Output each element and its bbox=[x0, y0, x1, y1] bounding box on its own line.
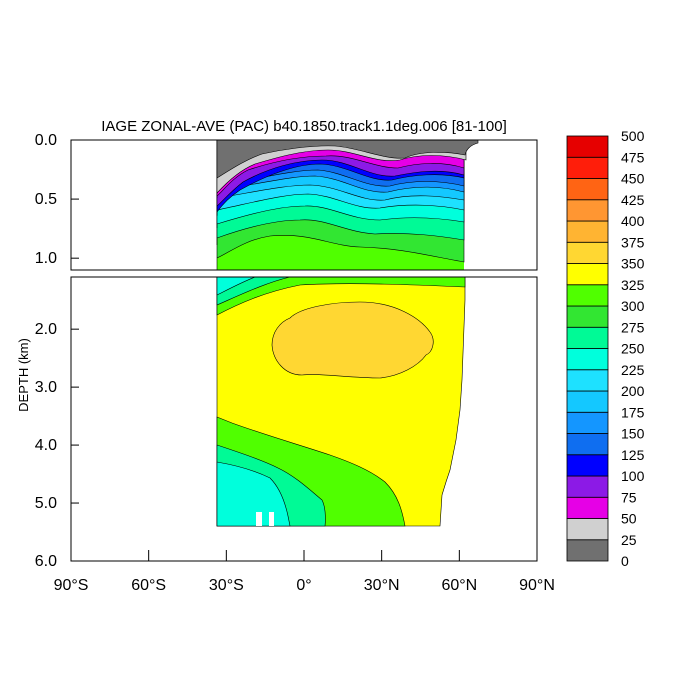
field-band-225-lower bbox=[216, 461, 291, 527]
colorbar-swatch bbox=[566, 348, 609, 371]
y-tick-label: 5.0 bbox=[35, 495, 57, 512]
y-tick-label: 0.5 bbox=[35, 191, 57, 208]
colorbar-label: 475 bbox=[621, 149, 645, 165]
colorbar-label: 500 bbox=[621, 128, 645, 144]
x-tick-label: 30°N bbox=[364, 577, 400, 594]
colorbar-swatch bbox=[566, 241, 609, 264]
colorbar-swatch bbox=[566, 475, 609, 498]
colorbar-swatch bbox=[566, 199, 609, 222]
field-band-275-upper bbox=[216, 277, 466, 316]
y-tick-label: 1.0 bbox=[35, 250, 57, 267]
colorbar-label: 200 bbox=[621, 383, 645, 399]
colorbar-swatch bbox=[566, 369, 609, 392]
colorbar-label: 350 bbox=[621, 256, 645, 272]
upper-panel-frame bbox=[70, 139, 538, 271]
colorbar-label: 125 bbox=[621, 447, 645, 463]
field-gap bbox=[256, 512, 262, 526]
colorbar-swatch bbox=[566, 539, 609, 562]
y-tick-label: 6.0 bbox=[35, 553, 57, 570]
y-tick-label: 0.0 bbox=[35, 132, 57, 149]
field-band-325 bbox=[271, 301, 434, 379]
colorbar-swatch bbox=[566, 518, 609, 541]
colorbar-label: 175 bbox=[621, 404, 645, 420]
colorbar-label: 275 bbox=[621, 319, 645, 335]
x-tick-label: 30°S bbox=[209, 577, 244, 594]
colorbar-swatch bbox=[566, 411, 609, 434]
colorbar-label: 100 bbox=[621, 468, 645, 484]
colorbar-swatch bbox=[566, 305, 609, 328]
field-band-0 bbox=[216, 140, 479, 179]
colorbar-label: 425 bbox=[621, 192, 645, 208]
x-tick-label: 60°N bbox=[441, 577, 477, 594]
x-tick-label: 60°S bbox=[131, 577, 166, 594]
y-tick-label: 4.0 bbox=[35, 437, 57, 454]
colorbar: 0 25 50 75 100 125 150 175 200 225 250 275 300 325 350… bbox=[566, 128, 645, 569]
upper-panel-field bbox=[216, 140, 479, 270]
colorbar-swatch bbox=[566, 326, 609, 349]
colorbar-label: 225 bbox=[621, 362, 645, 378]
lower-panel-field bbox=[216, 277, 466, 527]
colorbar-swatch bbox=[566, 178, 609, 201]
colorbar-label: 450 bbox=[621, 171, 645, 187]
colorbar-swatch bbox=[566, 390, 609, 413]
colorbar-label: 300 bbox=[621, 298, 645, 314]
x-tick-label: 0° bbox=[296, 577, 311, 594]
colorbar-label: 375 bbox=[621, 234, 645, 250]
x-tick-label: 90°N bbox=[519, 577, 555, 594]
colorbar-label: 50 bbox=[621, 511, 637, 527]
y-tick-label: 3.0 bbox=[35, 379, 57, 396]
colorbar-label: 0 bbox=[621, 553, 629, 569]
colorbar-swatch bbox=[566, 454, 609, 477]
colorbar-label: 25 bbox=[621, 532, 637, 548]
colorbar-label: 325 bbox=[621, 277, 645, 293]
axes: 90°S 60°S 30°S 0° 30°N 60°N 90°N 0.0 0.5 1.0 2.0 3.… bbox=[35, 132, 555, 594]
colorbar-swatch bbox=[566, 496, 609, 519]
y-axis-label: DEPTH (km) bbox=[16, 338, 31, 412]
colorbar-label: 250 bbox=[621, 341, 645, 357]
y-tick-label: 2.0 bbox=[35, 321, 57, 338]
colorbar-swatch bbox=[566, 284, 609, 307]
colorbar-swatch bbox=[566, 220, 609, 243]
colorbar-swatch bbox=[566, 135, 609, 158]
x-tick-label: 90°S bbox=[54, 577, 89, 594]
colorbar-swatch bbox=[566, 156, 609, 179]
colorbar-label: 75 bbox=[621, 489, 637, 505]
colorbar-swatch bbox=[566, 433, 609, 456]
field-gap bbox=[269, 512, 274, 526]
colorbar-label: 400 bbox=[621, 213, 645, 229]
chart-title: IAGE ZONAL-AVE (PAC) b40.1850.track1.1de… bbox=[101, 118, 507, 135]
colorbar-label: 150 bbox=[621, 426, 645, 442]
colorbar-swatch bbox=[566, 263, 609, 286]
